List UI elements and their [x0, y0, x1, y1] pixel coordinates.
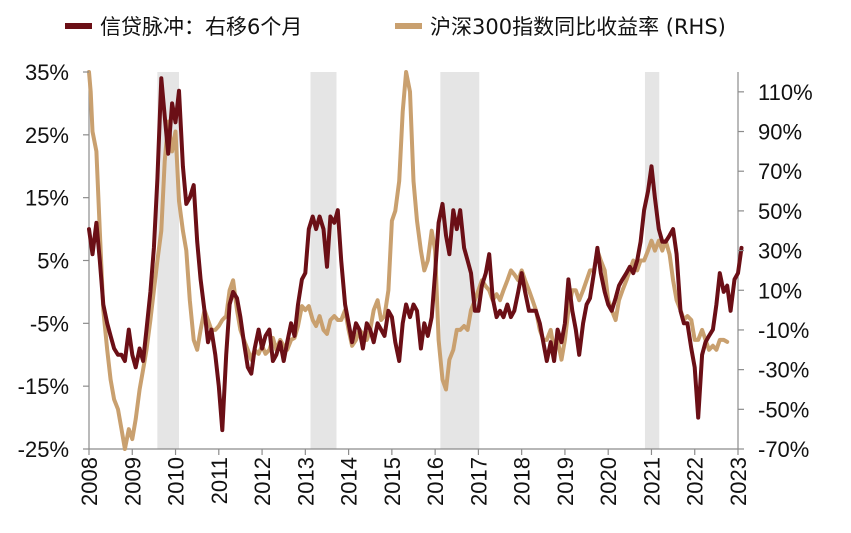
left-tick-label: 35%: [25, 60, 69, 85]
series-lines: [87, 70, 744, 451]
left-tick-label: 15%: [25, 186, 69, 211]
left-tick-label: -5%: [30, 311, 69, 336]
x-tick-label: 2009: [120, 457, 145, 506]
chart-legend: 信贷脉冲：右移6个月 沪深300指数同比收益率 (RHS): [65, 15, 726, 39]
x-tick-label: 2011: [207, 457, 232, 504]
series-line-csi300: [87, 70, 730, 451]
shaded-period-4: [644, 72, 660, 449]
right-tick-label: 10%: [758, 278, 802, 303]
left-tick-label: 5%: [37, 249, 69, 274]
x-tick-label: 2015: [380, 457, 405, 506]
x-tick-label: 2021: [639, 457, 664, 506]
left-axis-ticks: 35% 25% 15% 5% -5% -15% -25%: [18, 60, 89, 462]
right-tick-label: -30%: [758, 358, 809, 383]
x-tick-label: 2019: [553, 457, 578, 506]
right-tick-label: -70%: [758, 437, 809, 462]
x-tick-label: 2016: [423, 457, 448, 506]
x-axis-ticks: 2008 2009 2010 2011 2012 2013 2014 2015 2016 2017…: [77, 449, 751, 506]
x-tick-label: 2022: [683, 457, 708, 506]
right-axis-ticks: 110% 90% 70% 50% 30% 10% -10% -30% -50% -70%: [738, 80, 813, 462]
left-tick-label: -15%: [18, 374, 69, 399]
right-tick-label: 50%: [758, 199, 802, 224]
right-tick-label: 70%: [758, 159, 802, 184]
x-tick-label: 2013: [293, 457, 318, 506]
right-tick-label: 110%: [758, 80, 813, 105]
series-line-credit-pulse: [87, 76, 744, 433]
right-tick-label: 90%: [758, 120, 802, 145]
right-tick-label: -50%: [758, 397, 809, 422]
legend-label-credit-pulse: 信贷脉冲：右移6个月: [100, 15, 302, 39]
left-tick-label: 25%: [25, 123, 69, 148]
x-tick-label: 2010: [164, 457, 189, 506]
x-tick-label: 2017: [466, 457, 491, 506]
x-tick-label: 2012: [250, 457, 275, 506]
right-tick-label: 30%: [758, 239, 802, 264]
shaded-period-2: [310, 72, 337, 449]
shaded-periods: [157, 72, 660, 449]
x-tick-label: 2018: [510, 457, 535, 506]
x-tick-label: 2008: [77, 457, 102, 506]
left-tick-label: -25%: [18, 437, 69, 462]
right-tick-label: -10%: [758, 318, 809, 343]
legend-label-csi300: 沪深300指数同比收益率 (RHS): [430, 15, 726, 39]
x-tick-label: 2020: [596, 457, 621, 506]
shaded-period-3: [440, 72, 480, 449]
x-tick-label: 2014: [337, 457, 362, 506]
x-tick-label: 2023: [726, 457, 751, 506]
